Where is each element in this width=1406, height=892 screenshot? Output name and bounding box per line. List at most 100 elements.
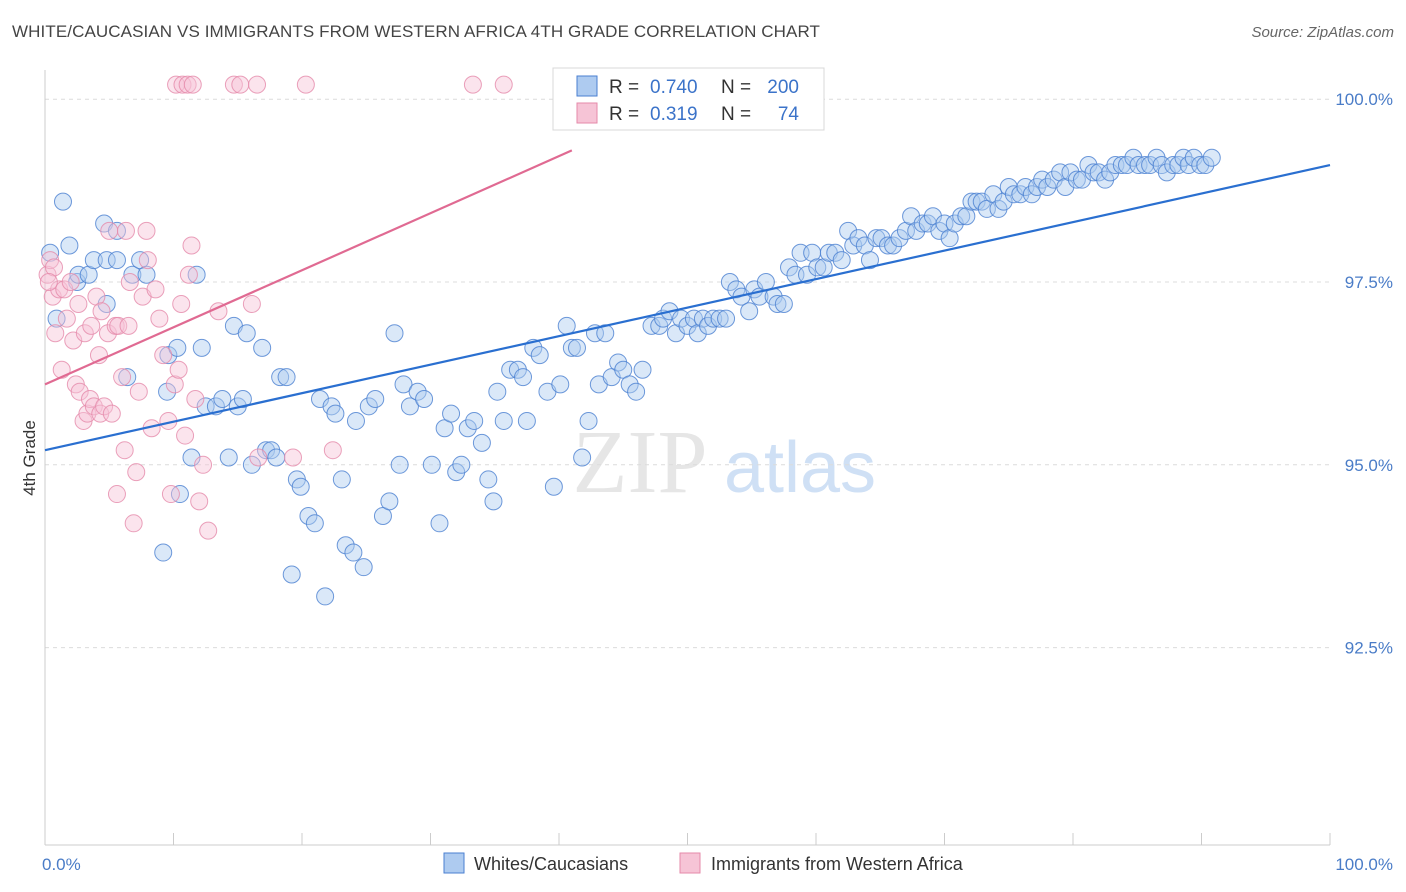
stats-blue-n-value: 200	[767, 77, 799, 98]
point-immigrants	[120, 273, 139, 292]
point-immigrants	[231, 75, 250, 94]
point-whites	[332, 470, 351, 489]
stats-blue-r-value: 0.740	[650, 77, 698, 98]
point-immigrants	[116, 221, 135, 240]
point-whites	[1202, 148, 1221, 167]
point-whites	[826, 243, 845, 262]
point-whites	[849, 229, 868, 248]
stats-pink-n-value: 74	[778, 104, 800, 125]
point-immigrants	[165, 375, 184, 394]
point-whites	[359, 397, 378, 416]
point-whites	[442, 404, 461, 423]
point-whites	[390, 455, 409, 474]
point-whites	[740, 302, 759, 321]
point-immigrants	[323, 441, 342, 460]
point-whites	[158, 382, 177, 401]
point-whites	[780, 258, 799, 277]
point-whites	[867, 229, 886, 248]
point-immigrants	[55, 280, 74, 299]
point-immigrants	[82, 316, 101, 335]
legend-label-whites: Whites/Caucasians	[474, 854, 628, 874]
watermark-zip: ZIP	[573, 413, 708, 512]
stats-pink-r-value: 0.319	[650, 104, 698, 125]
stats-pink-swatch	[576, 102, 598, 124]
point-immigrants	[57, 309, 76, 328]
series-whites-points	[41, 148, 1221, 606]
point-whites	[967, 192, 986, 211]
point-immigrants	[150, 309, 169, 328]
point-whites	[962, 192, 981, 211]
point-whites	[666, 324, 685, 343]
x-tick-label-min: 0.0%	[42, 855, 81, 874]
stats-blue-r-label: R =	[609, 77, 639, 98]
point-immigrants	[64, 331, 83, 350]
point-whites	[344, 543, 363, 562]
point-immigrants	[107, 485, 126, 504]
point-whites	[60, 236, 79, 255]
point-whites	[53, 192, 72, 211]
point-whites	[855, 236, 874, 255]
point-whites	[957, 207, 976, 226]
point-whites	[354, 558, 373, 577]
point-whites	[579, 411, 598, 430]
point-whites	[633, 360, 652, 379]
point-whites	[452, 455, 471, 474]
trendline-whites	[44, 163, 1331, 452]
point-immigrants	[109, 316, 128, 335]
point-whites	[219, 448, 238, 467]
point-whites	[1038, 177, 1057, 196]
point-whites	[798, 265, 817, 284]
point-whites	[458, 419, 477, 438]
point-immigrants	[199, 521, 218, 540]
point-whites	[242, 455, 261, 474]
point-immigrants	[137, 221, 156, 240]
point-whites	[267, 448, 286, 467]
point-whites	[159, 346, 178, 365]
point-immigrants	[124, 514, 143, 533]
point-whites	[41, 243, 60, 262]
point-immigrants	[296, 75, 315, 94]
stats-blue-n-label: N =	[721, 77, 751, 98]
watermark-atlas: atlas	[724, 428, 876, 508]
point-whites	[935, 214, 954, 233]
point-whites	[326, 404, 345, 423]
x-tick-label-max: 100.0%	[1335, 855, 1393, 874]
point-whites	[118, 368, 137, 387]
point-whites	[1056, 177, 1075, 196]
point-immigrants	[38, 265, 57, 284]
point-whites	[562, 338, 581, 357]
point-immigrants	[78, 404, 97, 423]
point-immigrants	[179, 265, 198, 284]
point-whites	[187, 265, 206, 284]
point-whites	[394, 375, 413, 394]
point-whites	[902, 207, 921, 226]
point-whites	[1051, 163, 1070, 182]
point-immigrants	[190, 492, 209, 511]
point-immigrants	[463, 75, 482, 94]
point-whites	[551, 375, 570, 394]
point-whites	[430, 514, 449, 533]
point-whites	[814, 258, 833, 277]
point-immigrants	[494, 75, 513, 94]
point-whites	[1184, 148, 1203, 167]
point-whites	[271, 368, 290, 387]
point-whites	[69, 265, 88, 284]
point-whites	[627, 382, 646, 401]
point-whites	[1044, 170, 1063, 189]
point-whites	[808, 258, 827, 277]
y-axis-tick-labels: 92.5% 95.0% 97.5% 100.0%	[1335, 90, 1393, 657]
y-tick-label: 95.0%	[1345, 456, 1393, 475]
point-whites	[213, 390, 232, 409]
point-whites	[913, 214, 932, 233]
point-immigrants	[249, 448, 268, 467]
point-whites	[168, 338, 187, 357]
point-immigrants	[95, 397, 114, 416]
point-immigrants	[224, 75, 243, 94]
point-whites	[720, 273, 739, 292]
point-whites	[154, 543, 173, 562]
point-whites	[596, 324, 615, 343]
stats-box: R = 0.740 N = 200 R = 0.319 N = 74	[552, 67, 825, 131]
source-credit: Source: ZipAtlas.com	[1251, 24, 1394, 41]
point-whites	[137, 265, 156, 284]
point-immigrants	[50, 280, 69, 299]
